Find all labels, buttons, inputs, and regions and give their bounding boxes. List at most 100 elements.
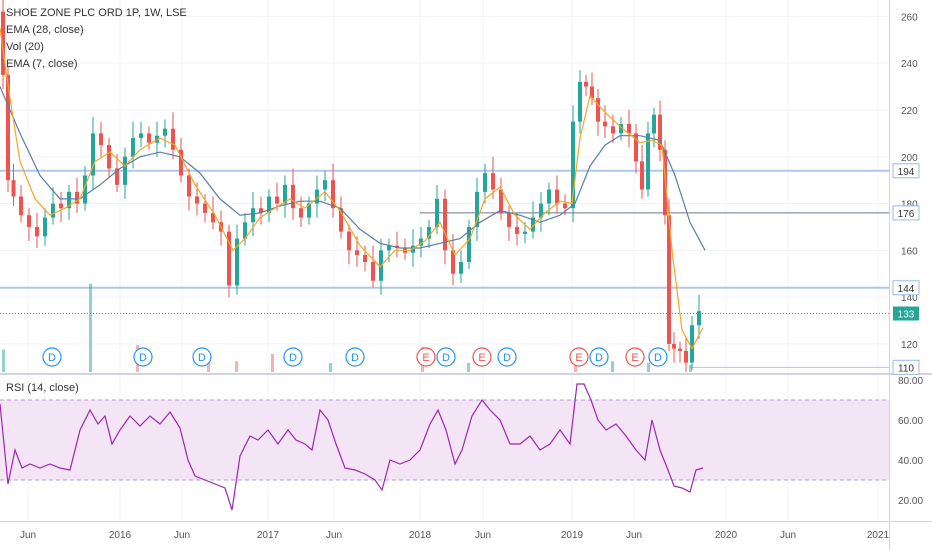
candle-body bbox=[619, 124, 623, 134]
earnings-marker[interactable]: E bbox=[569, 347, 589, 367]
price-tag-label: 110 bbox=[898, 363, 914, 374]
event-marker-circle bbox=[589, 347, 609, 367]
dividend-marker[interactable]: D bbox=[283, 347, 303, 367]
time-tick-label: 2020 bbox=[715, 530, 738, 541]
candle-body bbox=[347, 231, 351, 251]
price-tag-label: 176 bbox=[898, 209, 915, 220]
time-tick-label: 2019 bbox=[561, 530, 584, 541]
candlesticks bbox=[1, 0, 701, 372]
event-marker-circle bbox=[648, 347, 668, 367]
price-tick-label: 140 bbox=[901, 293, 918, 304]
candle-body bbox=[603, 121, 607, 127]
volume-bar bbox=[329, 363, 332, 372]
candle-body bbox=[634, 133, 638, 162]
candle-body bbox=[611, 126, 615, 134]
legend-volume[interactable]: Vol (20) bbox=[6, 41, 44, 53]
candle-body bbox=[515, 226, 519, 234]
legend-ema-long[interactable]: EMA (28, close) bbox=[6, 24, 84, 36]
candle-body bbox=[571, 121, 575, 209]
event-marker-label: D bbox=[289, 352, 297, 364]
candle-body bbox=[275, 196, 279, 204]
dividend-marker[interactable]: D bbox=[436, 347, 456, 367]
legend-title[interactable]: SHOE ZONE PLC ORD 1P, 1W, LSE bbox=[6, 7, 187, 19]
time-tick-label: Jun bbox=[475, 530, 491, 541]
candle-body bbox=[539, 203, 543, 218]
rsi-line bbox=[0, 383, 704, 511]
price-tick-label: 220 bbox=[901, 106, 918, 117]
volume-bar bbox=[2, 349, 5, 372]
candle-body bbox=[227, 231, 231, 286]
candle-body bbox=[243, 222, 247, 239]
price-tag bbox=[892, 163, 920, 179]
event-marker-label: E bbox=[575, 352, 582, 364]
earnings-marker[interactable]: E bbox=[472, 347, 492, 367]
candle-body bbox=[99, 133, 103, 146]
candle-body bbox=[147, 133, 151, 143]
dividend-marker[interactable]: D bbox=[497, 347, 517, 367]
time-tick-label: Jun bbox=[326, 530, 342, 541]
volume-bar bbox=[271, 354, 274, 372]
candle-body bbox=[251, 208, 255, 223]
price-tag-label: 194 bbox=[898, 167, 915, 178]
candle-body bbox=[371, 262, 375, 281]
horizontal-lines[interactable] bbox=[0, 169, 889, 368]
event-marker-circle bbox=[416, 347, 436, 367]
event-marker-label: D bbox=[139, 352, 147, 364]
candle-body bbox=[443, 198, 447, 251]
rsi-legend[interactable]: RSI (14, close) bbox=[6, 382, 79, 394]
event-marker-label: E bbox=[422, 352, 429, 364]
earnings-marker[interactable]: E bbox=[416, 347, 436, 367]
candle-body bbox=[6, 74, 10, 181]
volume-bar bbox=[467, 363, 470, 372]
dividend-marker[interactable]: D bbox=[589, 347, 609, 367]
candle-body bbox=[678, 348, 682, 351]
dividend-marker[interactable]: D bbox=[192, 347, 212, 367]
rsi-tick-label: 80.00 bbox=[898, 376, 923, 387]
event-marker-label: D bbox=[442, 352, 450, 364]
legend-ema-short[interactable]: EMA (7, close) bbox=[6, 58, 78, 70]
candle-body bbox=[507, 212, 511, 227]
candle-body bbox=[646, 133, 650, 190]
dividend-marker[interactable]: D bbox=[345, 347, 365, 367]
candle-body bbox=[139, 133, 143, 139]
candle-body bbox=[211, 212, 215, 223]
event-marker-label: D bbox=[48, 352, 56, 364]
candle-body bbox=[652, 114, 656, 134]
earnings-marker[interactable]: E bbox=[625, 347, 645, 367]
candle-body bbox=[11, 180, 16, 197]
time-axis[interactable]: Jun 2016 Jun 2017 Jun 2018 Jun 2019 Jun 2020 Jun 20… bbox=[20, 530, 890, 541]
dividend-marker[interactable]: D bbox=[648, 347, 668, 367]
rsi-axis[interactable]: 80.00 60.00 40.00 20.00 bbox=[898, 376, 923, 507]
candle-body bbox=[363, 255, 367, 263]
price-axis[interactable]: 260 240 220 200 180 160 140 120 bbox=[901, 12, 918, 351]
price-tick-label: 260 bbox=[901, 12, 918, 23]
candle-body bbox=[267, 196, 271, 213]
candle-body bbox=[658, 114, 662, 150]
candle-body bbox=[627, 124, 631, 134]
event-marker-circle bbox=[42, 347, 62, 367]
dividend-marker[interactable]: D bbox=[133, 347, 153, 367]
event-marker-circle bbox=[133, 347, 153, 367]
price-tick-label: 180 bbox=[901, 200, 918, 211]
dividend-marker[interactable]: D bbox=[42, 347, 62, 367]
time-tick-label: Jun bbox=[626, 530, 642, 541]
candle-body bbox=[43, 217, 47, 237]
event-marker-label: D bbox=[595, 352, 603, 364]
event-marker-label: D bbox=[351, 352, 359, 364]
candle-body bbox=[499, 189, 503, 213]
candle-body bbox=[307, 203, 311, 218]
candle-body bbox=[555, 189, 559, 204]
time-tick-label: 2018 bbox=[409, 530, 432, 541]
candle-body bbox=[283, 184, 287, 204]
volume-bar bbox=[207, 363, 210, 372]
candle-body bbox=[107, 145, 111, 169]
rsi-pane[interactable] bbox=[0, 383, 889, 511]
candle-body bbox=[315, 189, 319, 204]
price-tick-label: 240 bbox=[901, 59, 918, 70]
candle-body bbox=[187, 175, 191, 197]
candle-body bbox=[195, 196, 199, 204]
event-marker-circle bbox=[283, 347, 303, 367]
last-price-tag bbox=[893, 306, 919, 321]
